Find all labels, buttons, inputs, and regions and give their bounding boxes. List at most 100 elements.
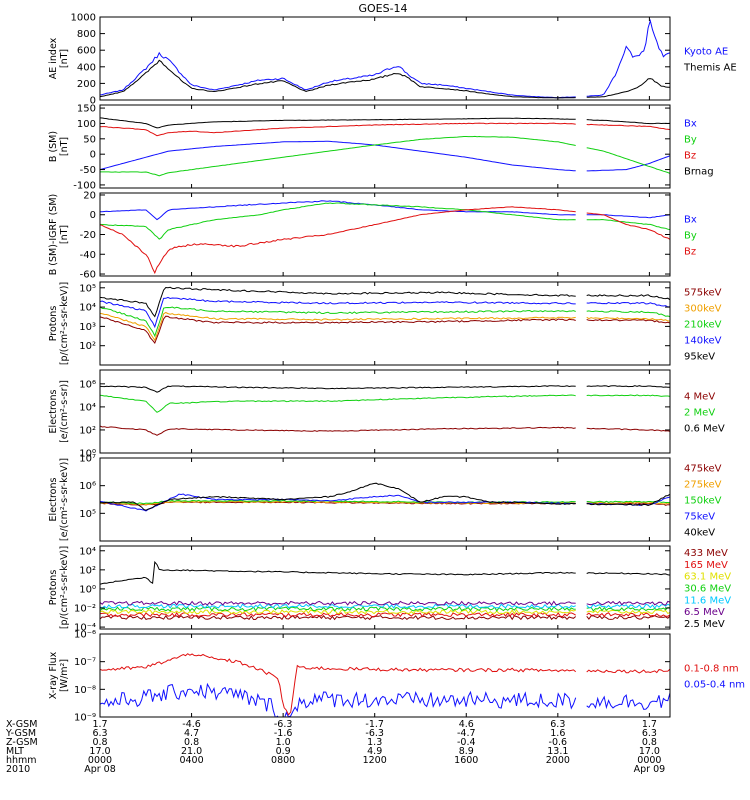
y-tick-label: 10⁻⁴	[74, 623, 96, 634]
series-line-electrons_mev-2	[100, 385, 670, 393]
axis-row-value: 2000	[546, 755, 570, 766]
series-line-electrons_kev-1	[100, 500, 670, 506]
y-tick-label: -60	[80, 270, 96, 281]
series-line-protons_mev-1	[100, 611, 670, 618]
series-line-bsmigrf-1	[100, 202, 670, 240]
legend-label-electrons_kev: 150keV	[684, 496, 722, 507]
y-tick-label: 10⁻⁹	[74, 713, 96, 724]
y-tick-label: 800	[77, 29, 96, 40]
y-axis-label: X-ray Flux	[48, 651, 59, 699]
y-tick-label: 10²	[79, 341, 96, 352]
series-line-bsmigrf-2	[100, 206, 670, 275]
axis-row-value: 1.6	[550, 728, 565, 739]
y-tick-label: 10⁻⁶	[74, 630, 96, 641]
panel-electrons_kev: 10⁵ 10⁶ 10⁷ Electrons [e/(cm²-s-sr-keV)] 475k…	[48, 454, 722, 542]
axis-row-value: 4.7	[184, 728, 199, 739]
series-line-bsm-1	[100, 135, 670, 177]
axis-row-value: 0.8	[92, 737, 107, 748]
y-axis-label: Electrons	[48, 477, 59, 521]
panel-ae: 0 200 400 600 800 1000 AE index [nT] Kyoto AE The…	[48, 13, 737, 107]
series-line-protons_mev-5	[100, 600, 670, 606]
legend-label-bsm: Brnag	[684, 167, 714, 178]
series-line-xray-0	[100, 653, 670, 716]
y-axis-label: AE index	[48, 37, 59, 79]
y-axis-label: [e/(cm²-s-sr)]	[59, 380, 70, 443]
panel-bsmigrf: -60 -40 -20 0 20 B (SM)-IGRF (SM) [nT] Bx By Bz	[48, 190, 697, 280]
axis-row-value: 21.0	[181, 746, 202, 757]
y-tick-label: 10³	[79, 322, 96, 333]
axis-row-value: -0.4	[457, 737, 476, 748]
series-line-ae-1	[100, 59, 670, 99]
y-axis-label: [nT]	[59, 49, 70, 68]
traces-bsmigrf	[100, 200, 670, 275]
axis-row-value: -1.6	[274, 728, 293, 739]
legend-label-bsm: By	[684, 135, 697, 146]
traces-xray	[100, 653, 670, 717]
panel-frame	[99, 457, 671, 542]
traces-electrons_mev	[100, 385, 670, 436]
series-line-bsm-0	[100, 140, 670, 172]
panel-frame	[99, 104, 671, 189]
traces-bsm	[100, 117, 670, 177]
axis-row-value: 17.0	[639, 746, 660, 757]
axis-row-value: -6.3	[365, 728, 384, 739]
y-axis-label: Electrons	[48, 389, 59, 433]
y-tick-label: 10²	[79, 565, 96, 576]
series-line-protons_mev-2	[100, 608, 670, 615]
legend-label-electrons_kev: 475keV	[684, 464, 722, 475]
y-tick-label: 0	[90, 96, 96, 107]
y-tick-label: 10⁻⁸	[74, 685, 96, 696]
series-line-protons_kev-4	[100, 286, 670, 318]
legend-label-protons_kev: 140keV	[684, 336, 722, 347]
axis-table: X-GSM 1.7 -4.6 -6.3 -1.7 4.6 6.3 1.7Y-GSM 6.3 4.7…	[5, 719, 665, 775]
y-tick-label: -50	[80, 165, 96, 176]
y-axis-label: [p/(cm²-s-sr-keV)]	[59, 282, 70, 365]
legend-label-protons_mev: 6.5 MeV	[684, 607, 725, 618]
y-tick-label: 10⁴	[79, 546, 96, 557]
series-line-protons_mev-0	[100, 614, 670, 621]
series-line-xray-1	[100, 682, 670, 717]
axis-row-value: Apr 09	[634, 764, 666, 775]
axis-row-label: hhmm	[6, 755, 37, 766]
panel-frame	[99, 281, 671, 366]
y-axis-label: B (SM)	[48, 131, 59, 162]
axis-row-label: MLT	[6, 746, 24, 757]
y-tick-label: -20	[80, 230, 96, 241]
axis-row-value: 6.3	[92, 728, 107, 739]
panel-xray: 10⁻⁹ 10⁻⁸ 10⁻⁷ 10⁻⁶ X-ray Flux [W/m²] 0.1-0.8 …	[48, 630, 745, 724]
series-line-protons_kev-3	[100, 296, 670, 329]
series-line-bsmigrf-0	[100, 200, 670, 221]
series-line-protons_kev-1	[100, 311, 670, 342]
series-line-electrons_kev-4	[100, 482, 670, 511]
y-tick-label: 10⁰	[79, 449, 96, 460]
y-tick-label: 10⁵	[79, 509, 96, 520]
panel-frame	[99, 633, 671, 718]
series-line-protons_kev-0	[100, 315, 670, 344]
series-line-electrons_mev-0	[100, 425, 670, 436]
y-tick-label: 10²	[79, 425, 96, 436]
axis-row-label: Y-GSM	[5, 728, 36, 739]
series-line-bsm-2	[100, 122, 670, 137]
panel-frame	[99, 16, 671, 101]
traces-electrons_kev	[100, 482, 670, 512]
axis-row-value: 6.3	[550, 719, 565, 730]
axis-row-value: 1200	[363, 755, 387, 766]
axis-row-value: 4.9	[367, 746, 382, 757]
legend-label-protons_mev: 11.6 MeV	[684, 595, 731, 606]
legend-label-electrons_mev: 0.6 MeV	[684, 424, 725, 435]
y-tick-label: 150	[77, 104, 96, 115]
y-axis-label: [nT]	[59, 137, 70, 156]
y-tick-label: 400	[77, 62, 96, 73]
y-tick-label: 20	[83, 190, 96, 201]
legend-label-electrons_mev: 4 MeV	[684, 392, 715, 403]
axis-row-value: -1.7	[365, 719, 384, 730]
axis-row-value: 0000	[88, 755, 112, 766]
panel-frame	[99, 545, 671, 630]
panel-protons_mev: 10⁻⁴ 10⁻² 10⁰ 10² 10⁴ Protons [p/(cm²-s-sr-keV…	[48, 545, 731, 634]
axis-row-label: 2010	[6, 764, 30, 775]
legend-label-electrons_kev: 75keV	[684, 512, 715, 523]
legend-label-electrons_kev: 275keV	[684, 480, 722, 491]
series-line-protons_mev-4	[100, 603, 670, 609]
axis-row-value: -4.6	[182, 719, 201, 730]
